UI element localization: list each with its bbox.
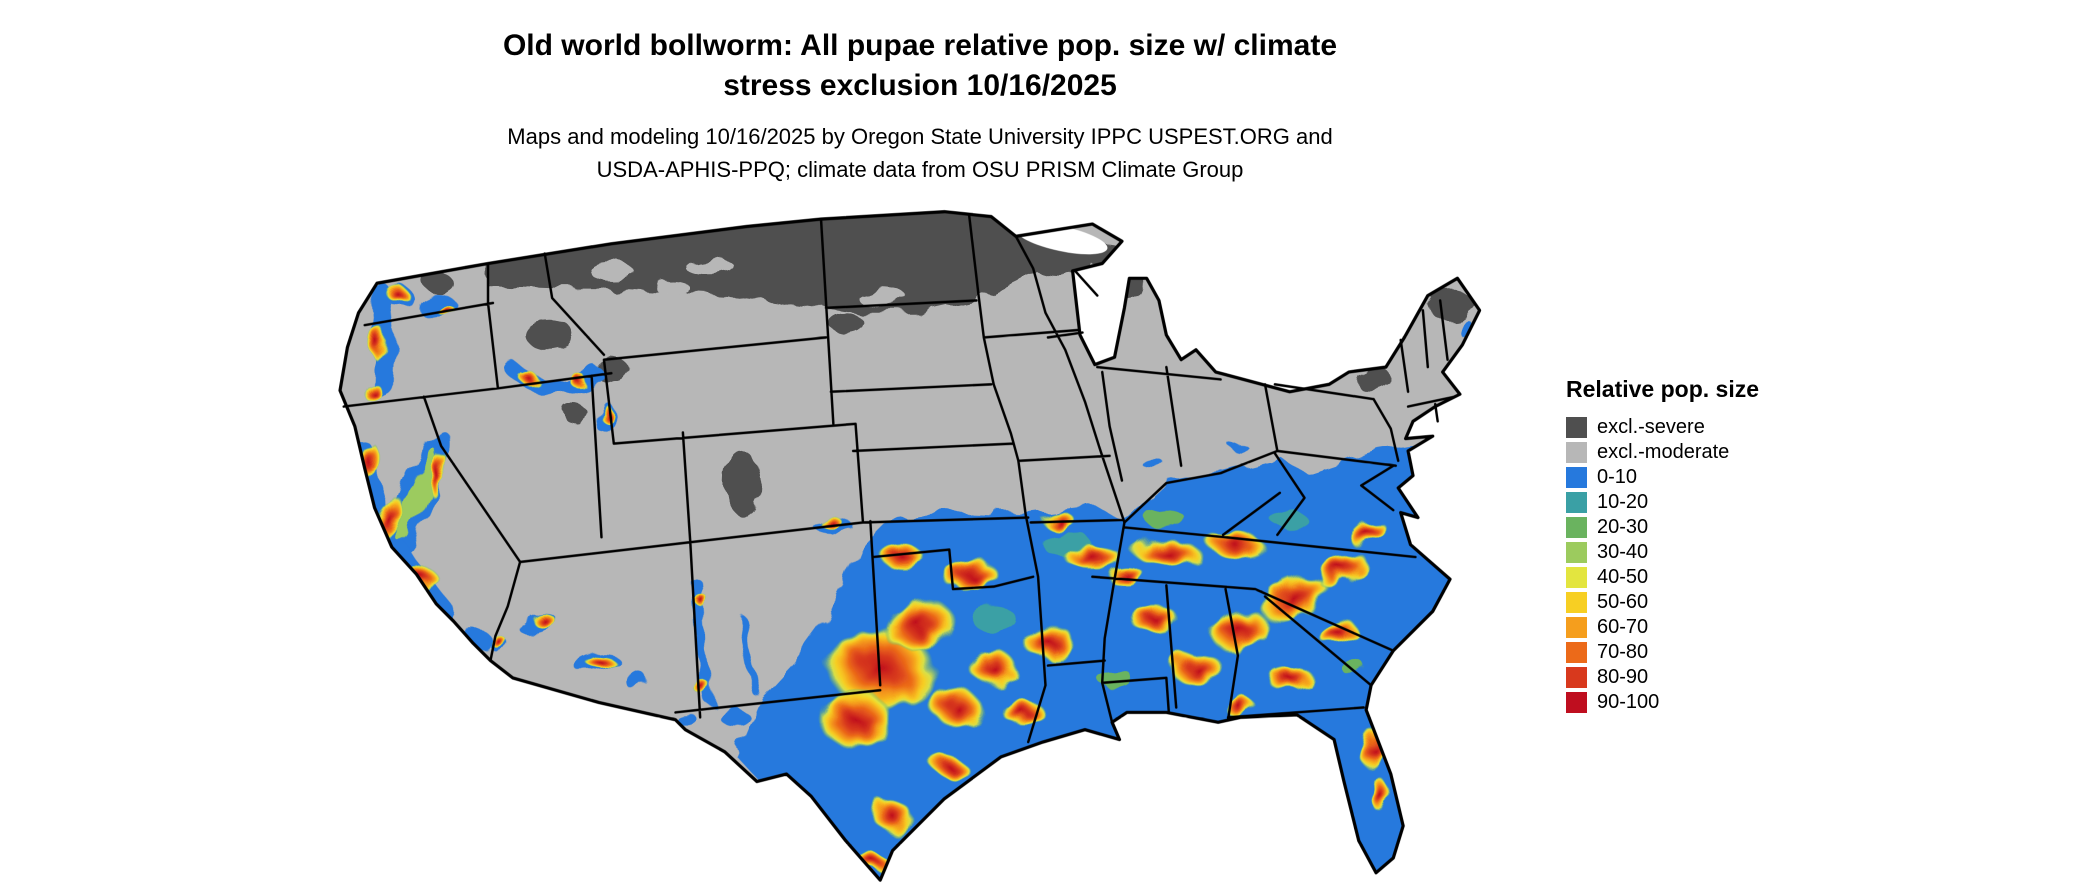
- map-subtitle-line-2: USDA-APHIS-PPQ; climate data from OSU PR…: [596, 157, 1244, 182]
- legend-swatch: [1566, 617, 1587, 638]
- legend-item-label: 60-70: [1597, 616, 1649, 638]
- legend-items: excl.-severe excl.-moderate 0-10 10-20 20-30…: [1566, 415, 1759, 715]
- us-outline: [338, 210, 1482, 882]
- legend-item-label: excl.-moderate: [1597, 441, 1730, 463]
- legend-item-label: 10-20: [1597, 491, 1649, 513]
- legend-item: 70-80: [1566, 640, 1759, 665]
- map-title-line-2: stress exclusion 10/16/2025: [723, 69, 1117, 102]
- legend-item-label: 20-30: [1597, 516, 1649, 538]
- legend-item: 30-40: [1566, 540, 1759, 565]
- legend-item: 40-50: [1566, 565, 1759, 590]
- legend-item: 90-100: [1566, 690, 1759, 715]
- legend-swatch: [1566, 567, 1587, 588]
- legend-swatch: [1566, 417, 1587, 438]
- us-map: [280, 150, 1510, 890]
- legend-item-label: 0-10: [1597, 466, 1638, 488]
- legend-item: 50-60: [1566, 590, 1759, 615]
- us-map-svg: [338, 210, 1482, 882]
- legend-swatch: [1566, 492, 1587, 513]
- legend-item-label: 40-50: [1597, 566, 1649, 588]
- legend-item-label: 90-100: [1597, 691, 1660, 713]
- legend-swatch: [1566, 442, 1587, 463]
- legend-item: excl.-moderate: [1566, 440, 1759, 465]
- map-title-line-1: Old world bollworm: All pupae relative p…: [502, 29, 1338, 62]
- legend-item-label: 50-60: [1597, 591, 1649, 613]
- legend-item-label: 70-80: [1597, 641, 1649, 663]
- map-header: Old world bollworm: All pupae relative p…: [170, 0, 1670, 186]
- map-subtitle: Maps and modeling 10/16/2025 by Oregon S…: [170, 120, 1670, 186]
- hotspot-layer: [356, 284, 1391, 872]
- map-subtitle-line-1: Maps and modeling 10/16/2025 by Oregon S…: [507, 124, 1333, 149]
- legend-item: 20-30: [1566, 515, 1759, 540]
- legend-item-label: 30-40: [1597, 541, 1649, 563]
- legend-swatch: [1566, 692, 1587, 713]
- legend-swatch: [1566, 542, 1587, 563]
- legend-swatch: [1566, 592, 1587, 613]
- legend-title: Relative pop. size: [1566, 376, 1760, 402]
- legend-swatch: [1566, 517, 1587, 538]
- legend-swatch: [1566, 667, 1587, 688]
- map-title: Old world bollworm: All pupae relative p…: [170, 0, 1670, 106]
- legend: Relative pop. size excl.-severe excl.-mod…: [1566, 376, 1759, 715]
- legend-item-label: 80-90: [1597, 666, 1649, 688]
- legend-item: 60-70: [1566, 615, 1759, 640]
- legend-swatch: [1566, 467, 1587, 488]
- legend-item: excl.-severe: [1566, 415, 1759, 440]
- legend-item-label: excl.-severe: [1597, 416, 1705, 438]
- state-borders: [342, 212, 1457, 744]
- legend-swatch: [1566, 642, 1587, 663]
- legend-item: 0-10: [1566, 465, 1759, 490]
- legend-item: 80-90: [1566, 665, 1759, 690]
- legend-item: 10-20: [1566, 490, 1759, 515]
